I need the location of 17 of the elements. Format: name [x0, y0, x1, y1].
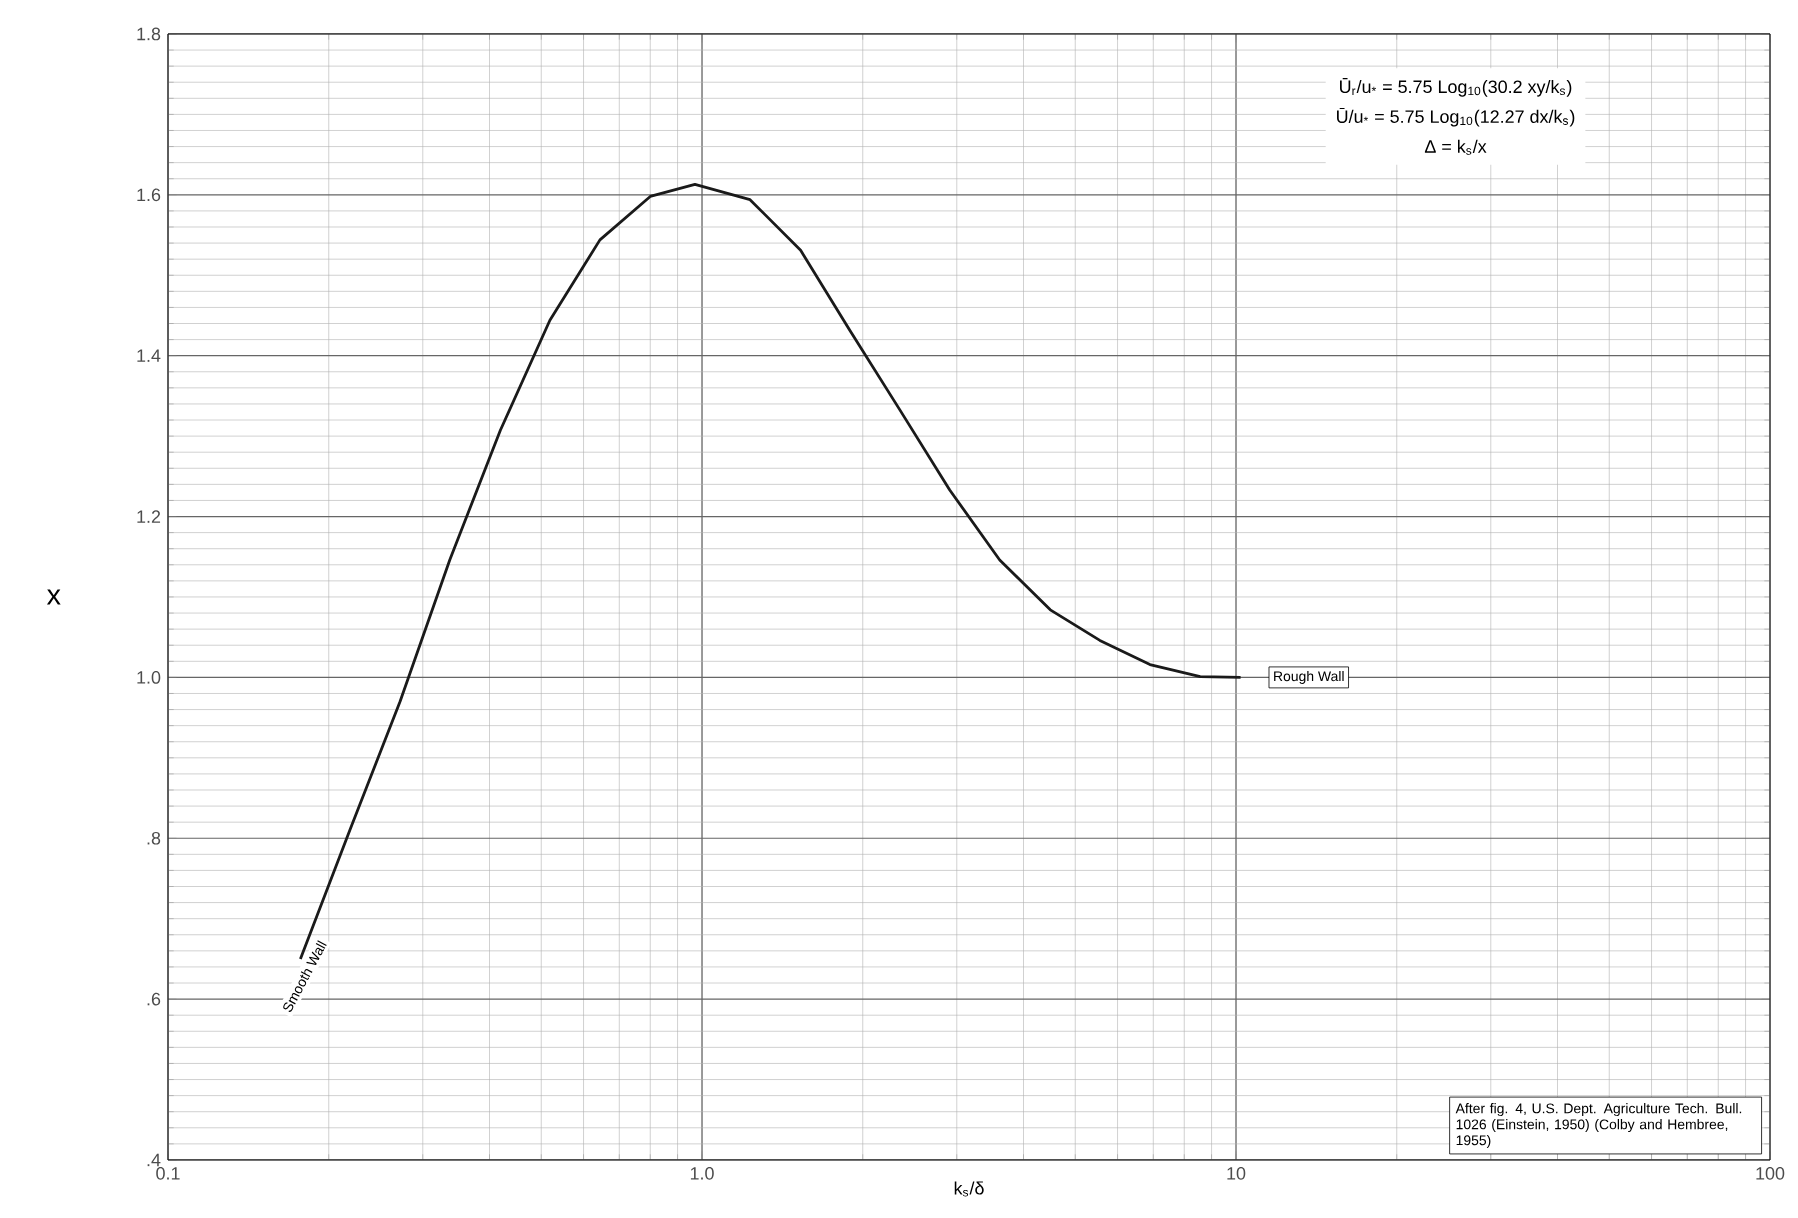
y-tick-label: 1.6: [137, 188, 161, 202]
text: Ū$_{r}$/u$_{*}$ = 5.75 Log$_{10}$(30.2 xy/k$_{s}$): [1340, 78, 1572, 97]
annotation: Δ = k$_{s}$/x: [1424, 139, 1487, 155]
y-axis-title: x: [46, 589, 61, 605]
x-tick-label: 100: [1756, 1167, 1785, 1180]
y-tick-label: .4: [147, 1153, 161, 1167]
annotation: Ū/u$_{*}$ = 5.75 Log$_{10}$(12.27 dx/k$_{s}$): [1337, 108, 1575, 127]
y-tick-label: 1.4: [137, 349, 161, 362]
x-tick-label: 0.1: [156, 1167, 180, 1180]
y-tick-label: 1.8: [137, 27, 161, 41]
y-tick-label: .6: [147, 992, 161, 1006]
x-tick-label: 10: [1227, 1167, 1246, 1180]
y-tick-label: .8: [147, 831, 161, 845]
x-tick-label: 1.0: [690, 1167, 714, 1180]
y-tick-label: 1.0: [137, 671, 161, 684]
x-axis-title: k$_{s}$/δ: [954, 1181, 984, 1197]
y-tick-label: 1.2: [137, 510, 161, 523]
